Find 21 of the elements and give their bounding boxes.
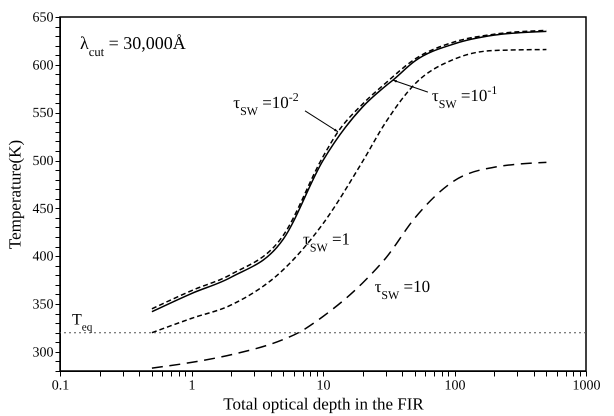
annotation: λ$_{cut}$ = 30,000Å [80, 33, 186, 59]
legend-label: τ$_{SW}$ =10$^{-1}$ [432, 83, 498, 112]
series-label: τ$_{SW}$ =1 [303, 230, 350, 255]
y-tick-label: 350 [32, 298, 54, 313]
y-tick-label: 650 [32, 10, 54, 26]
y-tick-label: 550 [32, 106, 54, 122]
ref-line-label: T$_{eq}$ [72, 312, 93, 334]
y-tick-label: 600 [32, 58, 54, 74]
x-tick-label: 100 [444, 378, 466, 394]
y-tick-label: 450 [32, 202, 54, 217]
text: τ$_{SW}$ =10$^{-2}$ [233, 90, 299, 118]
x-tick-label: 1 [188, 378, 196, 394]
y-tick-label: 300 [32, 345, 54, 360]
series-label: τ$_{SW}$ =10 [374, 276, 430, 302]
x-axis-title: Total optical depth in the FIR [223, 394, 424, 414]
y-tick-label: 400 [32, 250, 54, 265]
x-tick-label: 10 [316, 378, 330, 394]
x-tick-label: 0.1 [52, 378, 70, 394]
y-tick-label: 500 [32, 154, 54, 170]
y-axis-title: Temperature(K) [6, 140, 24, 250]
x-tick-label: 1000 [572, 378, 600, 394]
